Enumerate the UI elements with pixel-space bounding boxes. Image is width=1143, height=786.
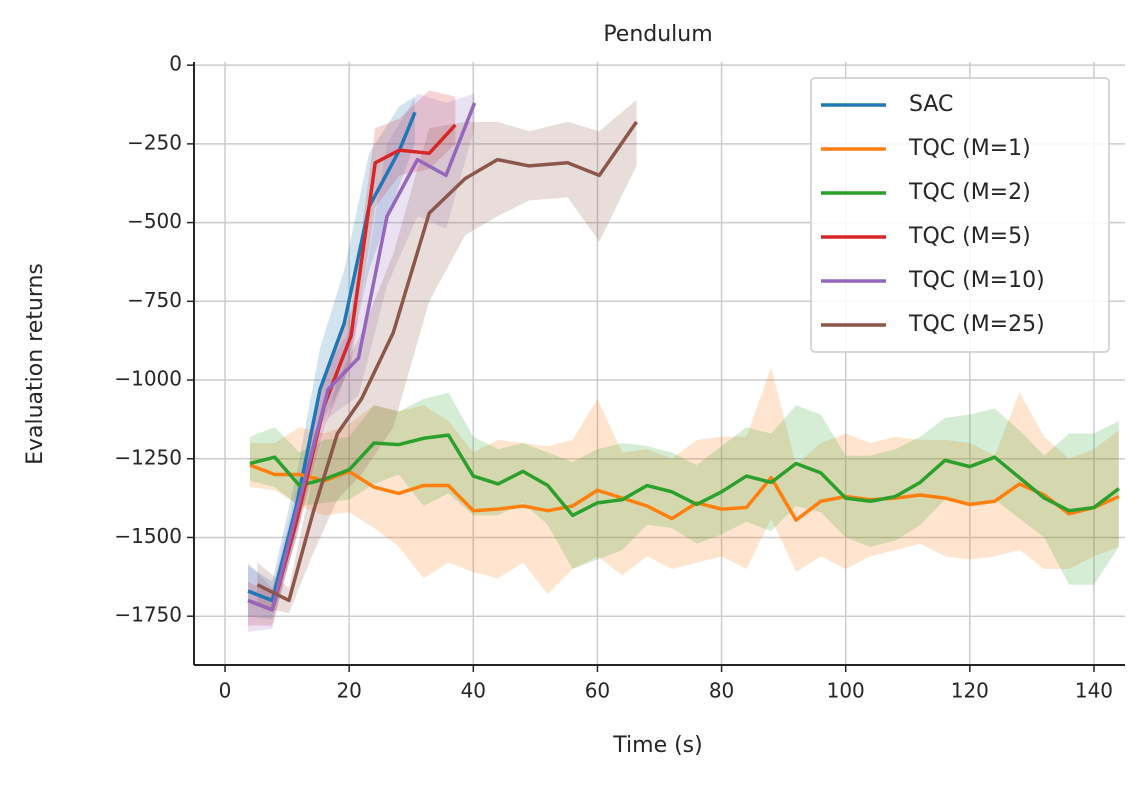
confidence-band [249,392,1119,585]
series-line [247,111,417,603]
legend-label: TQC (M=2) [908,180,1031,205]
x-tick-label: 80 [709,679,734,703]
legend-label: TQC (M=1) [908,136,1031,161]
legend-label: TQC (M=25) [908,312,1045,337]
series-line [247,102,477,612]
y-tick-label: −1250 [114,445,182,469]
x-tick-label: 140 [1075,679,1113,703]
x-tick-label: 40 [461,679,486,703]
x-tick-label: 20 [336,679,361,703]
y-tick-label: 0 [169,52,182,76]
confidence-band [247,93,475,632]
x-tick-label: 60 [585,679,610,703]
y-tick-label: −250 [127,130,182,154]
legend: SAC TQC (M=1) TQC (M=2) TQC (M=5) TQC (M=10)… [810,77,1110,353]
y-axis-label: Evaluation returns [23,263,48,465]
confidence-band [257,99,637,614]
legend-box [810,77,1110,353]
y-tick-label: −750 [127,288,182,312]
series-line [249,463,1120,522]
series-line [256,120,638,603]
chart-title: Pendulum [603,22,712,47]
x-tick-label: 0 [219,679,232,703]
legend-label: SAC [909,92,953,117]
y-tick-label: −1500 [114,524,182,548]
y-tick-label: −1750 [114,603,182,627]
legend-label: TQC (M=5) [908,224,1031,249]
legend-label: TQC (M=10) [908,268,1045,293]
x-axis-label: Time (s) [612,733,702,758]
x-tick-label: 120 [951,679,989,703]
series-line [249,433,1120,518]
plot-area [247,90,1120,632]
y-tick-label: −500 [127,209,182,233]
confidence-band [249,367,1119,595]
x-tick-label: 100 [827,679,865,703]
y-tick-label: −1000 [114,367,182,391]
